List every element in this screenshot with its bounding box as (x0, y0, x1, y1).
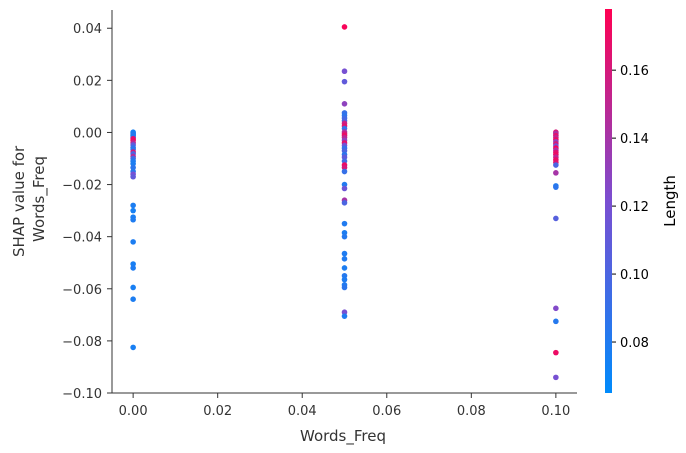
data-point (130, 261, 136, 267)
y-axis-title-line-1: SHAP value for (10, 145, 28, 257)
data-point (553, 374, 559, 381)
data-point (553, 349, 559, 356)
data-point (130, 216, 136, 223)
y-axis-title: SHAP value for Words_Freq (10, 141, 49, 257)
y-axis-title-line-2: Words_Freq (30, 156, 49, 242)
data-point (130, 207, 136, 214)
data-point (130, 202, 136, 209)
data-point (341, 185, 348, 192)
data-point (341, 158, 348, 164)
data-point (341, 250, 348, 257)
y-tick-label: 0.04 (73, 22, 102, 37)
data-point (553, 170, 559, 176)
data-point (130, 344, 136, 351)
data-point (341, 265, 348, 271)
x-tick-label: 0.02 (203, 404, 232, 419)
x-tick-label: 0.04 (288, 404, 317, 419)
y-tick-label: −0.06 (62, 283, 102, 298)
y-tick-label: 0.02 (73, 74, 102, 89)
y-tick-label: −0.02 (62, 179, 102, 194)
data-point (553, 162, 559, 168)
y-tick-label: −0.10 (62, 387, 102, 402)
data-point (130, 239, 136, 245)
data-point (341, 276, 348, 283)
data-point (341, 164, 348, 171)
data-point (553, 318, 559, 325)
colorbar-tick-label: 0.10 (620, 268, 649, 283)
data-point (341, 272, 348, 279)
y-tick-label: 0.00 (73, 126, 102, 141)
y-axis-ticks: 0.04 0.02 0.00 −0.02 −0.04 −0.06 −0.08 −0.10 (62, 22, 112, 402)
colorbar-tick-label: 0.14 (620, 132, 649, 147)
data-point (341, 233, 348, 240)
x-tick-label: 0.10 (541, 404, 570, 419)
colorbar-ticks: 0.08 0.10 0.12 0.14 0.16 (612, 64, 649, 351)
colorbar-gradient (605, 9, 612, 393)
x-tick-label: 0.08 (457, 404, 486, 419)
data-point (341, 313, 348, 319)
x-axis-ticks: 0.00 0.02 0.04 0.06 0.08 0.10 (119, 393, 570, 419)
data-point (130, 173, 136, 180)
data-points (130, 24, 559, 381)
data-point (130, 296, 136, 303)
data-point (553, 305, 559, 312)
data-point (341, 24, 348, 30)
data-point (130, 284, 136, 291)
data-point (341, 181, 348, 188)
y-tick-label: −0.08 (62, 335, 102, 350)
data-point (553, 215, 559, 222)
data-point (130, 164, 136, 171)
x-tick-label: 0.00 (119, 404, 148, 419)
data-point (341, 68, 348, 75)
colorbar-tick-label: 0.12 (620, 200, 649, 215)
data-point (341, 168, 348, 175)
y-tick-label: −0.04 (62, 231, 102, 246)
colorbar: 0.08 0.10 0.12 0.14 0.16 Length (605, 9, 679, 393)
data-point (341, 309, 348, 316)
x-axis-title: Words_Freq (300, 427, 386, 446)
data-point (341, 200, 348, 206)
colorbar-tick-label: 0.08 (620, 336, 649, 351)
data-point (341, 229, 348, 236)
data-point (341, 78, 348, 85)
x-tick-label: 0.06 (372, 404, 401, 419)
colorbar-title: Length (661, 175, 679, 227)
data-point (341, 100, 348, 107)
colorbar-tick-label: 0.16 (620, 64, 649, 79)
data-point (130, 265, 136, 271)
axes (111, 10, 577, 394)
data-point (341, 284, 348, 291)
data-point (553, 184, 559, 190)
data-point (341, 220, 348, 227)
data-point (341, 256, 348, 262)
data-point (130, 160, 136, 167)
data-point (341, 154, 348, 161)
data-point (341, 147, 348, 154)
